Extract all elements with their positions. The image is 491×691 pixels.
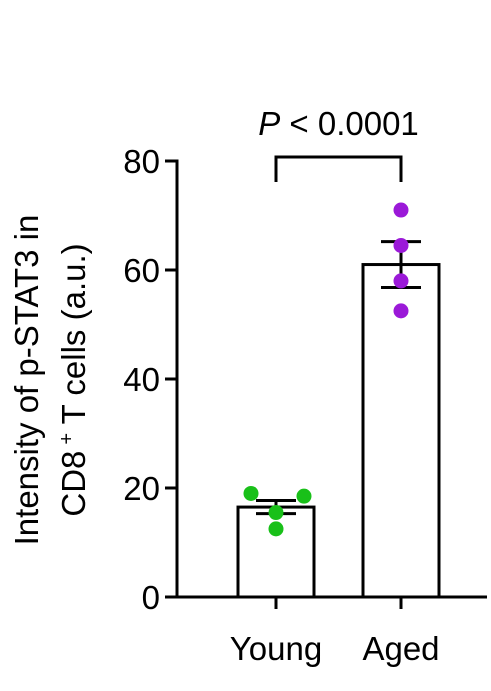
significance-annotation: P < 0.0001 bbox=[258, 105, 419, 182]
data-point bbox=[393, 273, 409, 289]
data-points bbox=[243, 202, 409, 537]
data-point bbox=[393, 303, 409, 319]
x-tick-label: Aged bbox=[362, 630, 439, 667]
x-tick-label: Young bbox=[230, 630, 322, 667]
y-axis-label-rest: T cells (a.u.) bbox=[55, 243, 92, 433]
bar bbox=[236, 505, 316, 599]
y-tick-label: 60 bbox=[123, 252, 160, 289]
significance-label: P < 0.0001 bbox=[258, 105, 419, 142]
significance-bracket bbox=[274, 155, 403, 182]
y-tick-label: 0 bbox=[142, 579, 160, 616]
data-point bbox=[393, 202, 409, 218]
y-axis-label-superscript: + bbox=[56, 433, 78, 445]
y-axis-label-cd8: CD8 bbox=[55, 451, 92, 517]
bars bbox=[236, 263, 441, 599]
y-tick-label: 80 bbox=[123, 143, 160, 180]
data-point bbox=[393, 237, 409, 253]
significance-p: P bbox=[258, 105, 280, 142]
y-axis-label-line-1: Intensity of p-STAT3 in bbox=[8, 215, 45, 546]
significance-value: < 0.0001 bbox=[280, 105, 419, 142]
data-point bbox=[268, 505, 284, 521]
y-tick-label: 20 bbox=[123, 470, 160, 507]
axes: 0 20 40 60 80 Young Aged bbox=[123, 143, 487, 667]
y-axis-label-line-2: CD8 + T cells (a.u.) bbox=[55, 243, 92, 516]
data-point bbox=[268, 521, 284, 537]
bar bbox=[361, 263, 441, 599]
data-point bbox=[243, 485, 259, 501]
y-tick-label: 40 bbox=[123, 361, 160, 398]
y-axis-label: Intensity of p-STAT3 in bbox=[8, 215, 45, 546]
data-point bbox=[296, 488, 312, 504]
